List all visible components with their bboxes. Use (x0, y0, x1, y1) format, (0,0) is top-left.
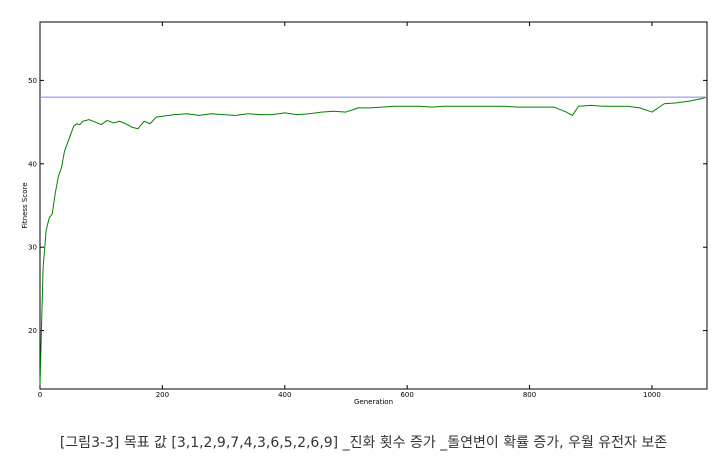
x-tick-label: 400 (278, 391, 291, 399)
y-tick-label: 40 (28, 160, 37, 168)
axis-ticks (39, 22, 707, 389)
y-tick-label: 20 (28, 327, 37, 335)
x-tick-label: 200 (156, 391, 169, 399)
chart-figure: 0 200 400 600 800 1000 20 30 40 50 Generation Fit… (21, 21, 708, 406)
fitness-chart: 0 200 400 600 800 1000 20 30 40 50 Generation Fit… (21, 21, 708, 406)
x-tick-label: 800 (523, 391, 536, 399)
plot-area (39, 21, 708, 390)
figure-caption: [그림3-3] 목표 값 [3,1,2,9,7,4,3,6,5,2,6,9] _… (59, 435, 668, 451)
y-axis-label: Fitness Score (21, 182, 29, 228)
y-tick-label: 50 (28, 77, 37, 85)
x-tick-label: 1000 (643, 391, 661, 399)
x-tick-label: 0 (38, 391, 42, 399)
x-axis-label: Generation (354, 398, 393, 406)
fitness-series-line (39, 96, 708, 385)
series-layer (39, 96, 708, 385)
y-tick-label: 30 (28, 244, 37, 252)
axis-tick-labels: 0 200 400 600 800 1000 20 30 40 50 (28, 77, 661, 399)
x-tick-label: 600 (400, 391, 413, 399)
